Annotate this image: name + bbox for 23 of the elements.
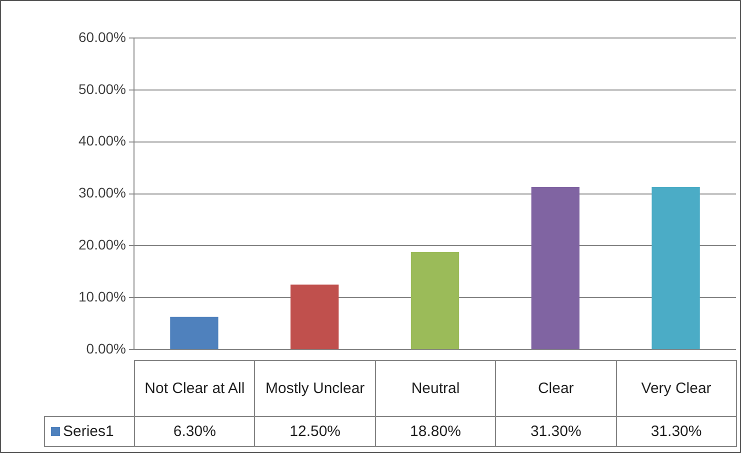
x-tick-label: Not Clear at All xyxy=(134,360,256,417)
bar xyxy=(170,316,218,350)
x-tick-label: Clear xyxy=(495,360,617,417)
y-tick-label: 30.00% xyxy=(78,184,126,201)
data-label: 6.30% xyxy=(134,416,256,447)
bar xyxy=(410,252,460,350)
bar xyxy=(531,187,580,350)
y-tick-label: 20.00% xyxy=(78,236,126,253)
bar xyxy=(290,284,339,350)
data-label: 31.30% xyxy=(616,416,737,447)
bar xyxy=(652,187,700,350)
data-label: 18.80% xyxy=(374,416,496,447)
x-tick-label: Mostly Unclear xyxy=(254,360,376,417)
data-label: 12.50% xyxy=(254,416,376,447)
y-tick-label: 0.00% xyxy=(86,340,126,356)
x-tick-label: Neutral xyxy=(374,360,496,417)
y-tick-label: 40.00% xyxy=(78,132,126,149)
y-tick-label: 10.00% xyxy=(78,288,126,305)
data-label: 31.30% xyxy=(495,416,617,447)
legend-label: Series1 xyxy=(44,416,135,447)
x-tick-label: Very Clear xyxy=(616,360,737,417)
y-tick-label: 50.00% xyxy=(78,80,126,97)
y-tick-label: 60.00% xyxy=(78,28,126,45)
